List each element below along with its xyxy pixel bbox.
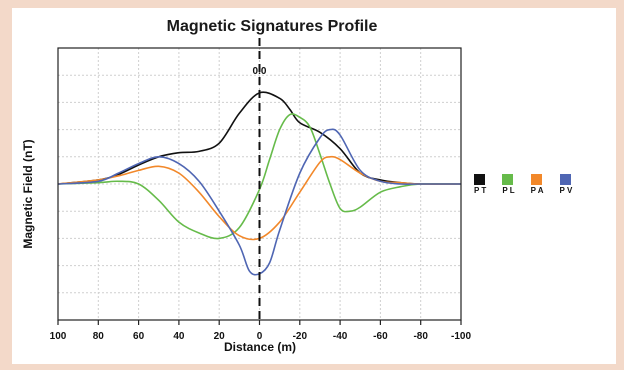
legend-item-t: P T <box>474 174 486 195</box>
chart-title: Magnetic Signatures Profile <box>166 18 378 35</box>
series-line-l <box>57 113 462 240</box>
legend-item-v: P V <box>559 174 573 195</box>
legend-item-l: P L <box>502 174 515 195</box>
legend-swatch <box>474 174 485 185</box>
x-tick-label: 100 <box>50 331 67 342</box>
x-tick-label: 80 <box>93 331 105 342</box>
legend-swatch <box>559 174 571 185</box>
series-line-v <box>57 128 461 276</box>
x-tick-label: -60 <box>373 331 388 342</box>
x-tick-label: -80 <box>413 331 428 342</box>
x-tick-label: 60 <box>133 331 145 342</box>
plot-area: 0.0 100 80 60 40 20 0 -20 -40 -60 -80 -100 <box>50 38 471 342</box>
x-tick-label: -20 <box>293 331 308 342</box>
x-tick-label: -100 <box>451 331 471 342</box>
legend-swatch <box>530 174 542 185</box>
zero-annotation: 0.0 <box>253 66 267 77</box>
legend-label: P V <box>559 186 573 195</box>
legend-label: P A <box>530 186 544 195</box>
chart-card: Magnetic Signatures Profile Magnetic Fie… <box>12 8 616 364</box>
x-tick-label: 40 <box>173 331 185 342</box>
legend-swatch <box>502 174 514 185</box>
legend-label: P L <box>502 186 515 195</box>
x-tick-label: -40 <box>333 331 348 342</box>
legend-item-a: P A <box>530 174 544 195</box>
x-tick-label: 20 <box>214 331 226 342</box>
legend-label: P T <box>474 186 487 195</box>
series-line-t <box>57 91 462 185</box>
x-tick-label: 0 <box>257 331 263 342</box>
x-axis-label: Distance (m) <box>223 340 297 354</box>
